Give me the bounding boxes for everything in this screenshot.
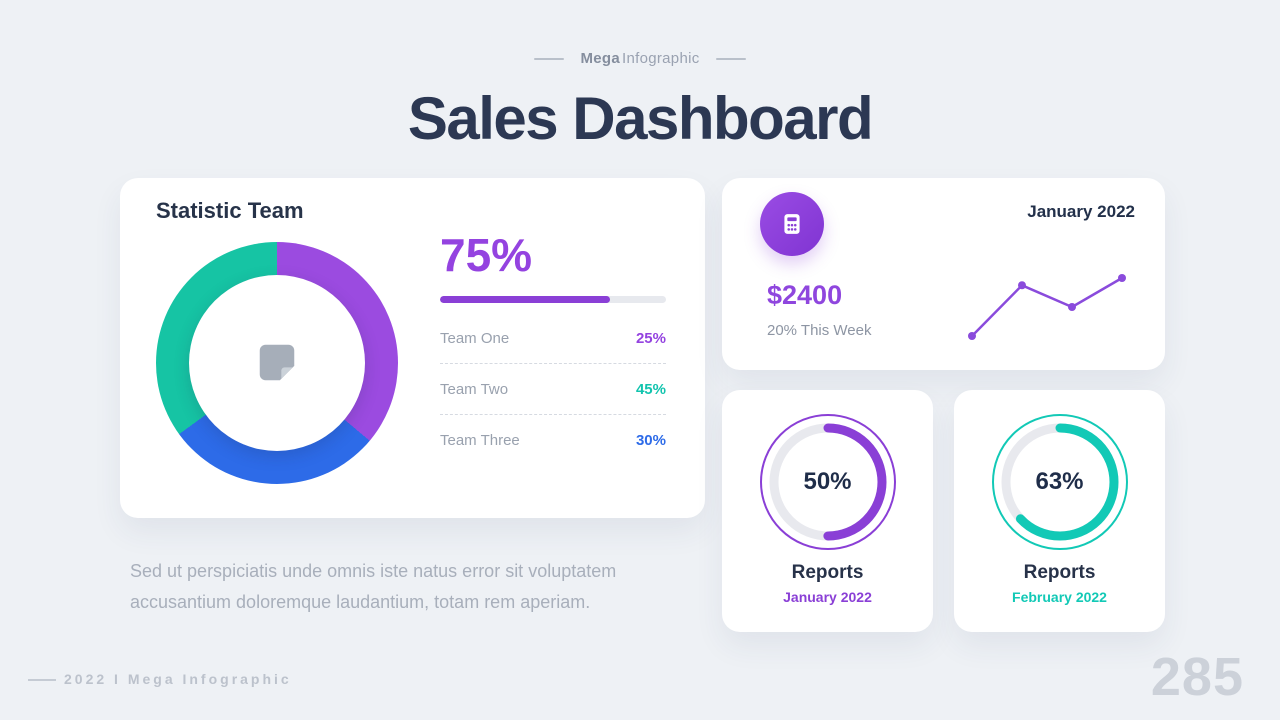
- statistic-summary: 75% Team One 25% Team Two 45% Team Three…: [440, 232, 666, 465]
- highlight-percent: 75%: [440, 229, 533, 281]
- page-number: 285: [1150, 647, 1244, 707]
- report-subtitle: February 2022: [1012, 589, 1107, 605]
- week-date: January 2022: [1027, 202, 1135, 221]
- donut-chart: [156, 242, 398, 484]
- trend-line: [970, 276, 1124, 338]
- report-subtitle: January 2022: [783, 589, 872, 605]
- report-card-february: 63% Reports February 2022: [954, 390, 1165, 632]
- report-title: Reports: [1023, 562, 1096, 583]
- description-text: Sed ut perspiciatis unde omnis iste natu…: [130, 561, 617, 612]
- brand: Mega Infographic: [0, 50, 1280, 67]
- team-row: Team Two 45%: [440, 364, 666, 415]
- team-row: Team Three 30%: [440, 415, 666, 465]
- brand-text: Mega Infographic: [580, 50, 699, 67]
- ring-percent: 63%: [1035, 468, 1084, 495]
- note-icon: [259, 344, 295, 381]
- week-note: 20% This Week: [767, 322, 872, 339]
- team-value: 25%: [635, 329, 666, 347]
- brand-dash-right: [715, 57, 746, 60]
- week-summary-card: January 2022 $2400 20% This Week: [722, 178, 1165, 370]
- ring-chart: [759, 414, 896, 550]
- team-label: Team Two: [440, 380, 509, 398]
- ring-chart: [991, 414, 1128, 550]
- team-value: 45%: [635, 380, 666, 398]
- progress-fill: [440, 296, 610, 303]
- report-title: Reports: [791, 562, 864, 583]
- trend-chart: [968, 274, 1126, 340]
- team-row: Team One 25%: [440, 313, 666, 364]
- progress-bar: [440, 296, 666, 303]
- week-amount: $2400: [767, 280, 843, 310]
- team-value: 30%: [635, 431, 666, 449]
- statistic-team-card: Statistic Team 75% Team One 25% Team T: [120, 178, 705, 518]
- calculator-icon: [784, 214, 800, 234]
- team-label: Team One: [440, 329, 510, 347]
- brand-light: Infographic: [622, 50, 700, 67]
- brand-dash-left: [534, 57, 565, 60]
- progress-ring-february: 63%: [990, 412, 1130, 552]
- team-list: Team One 25% Team Two 45% Team Three 30%: [440, 313, 666, 465]
- donut-center: [189, 275, 365, 451]
- progress-ring-january: 50%: [758, 412, 898, 552]
- footer-line: [28, 679, 56, 681]
- statistic-card-title: Statistic Team: [156, 198, 304, 223]
- report-card-january: 50% Reports January 2022: [722, 390, 933, 632]
- team-label: Team Three: [440, 431, 520, 449]
- page-title: Sales Dashboard: [407, 85, 874, 152]
- footer-label: 2022 I Mega Infographic: [64, 671, 292, 687]
- brand-bold: Mega: [580, 50, 620, 67]
- ring-percent: 50%: [803, 468, 852, 495]
- calculator-icon-badge: [760, 192, 824, 256]
